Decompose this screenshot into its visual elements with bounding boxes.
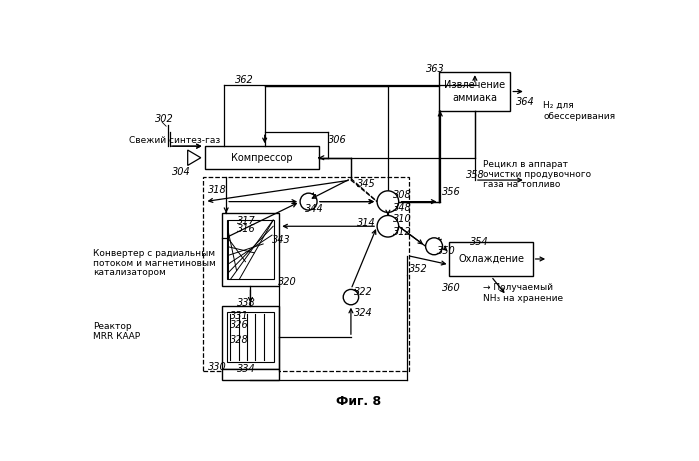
Bar xyxy=(227,220,274,279)
Text: газа на топливо: газа на топливо xyxy=(484,180,561,189)
Text: 324: 324 xyxy=(354,308,373,318)
Text: Конвертер с радиальным: Конвертер с радиальным xyxy=(93,249,215,259)
Text: 331: 331 xyxy=(230,311,249,320)
Text: 344: 344 xyxy=(305,204,324,214)
Text: Охлаждение: Охлаждение xyxy=(458,254,524,264)
Text: NH₃ на хранение: NH₃ на хранение xyxy=(484,294,563,303)
Text: 364: 364 xyxy=(517,96,535,106)
Text: 306: 306 xyxy=(328,135,347,145)
Text: 350: 350 xyxy=(437,246,456,256)
Bar xyxy=(222,213,280,286)
Text: 330: 330 xyxy=(208,362,227,372)
Text: 363: 363 xyxy=(426,64,445,74)
Text: 314: 314 xyxy=(357,218,376,228)
Text: 312: 312 xyxy=(394,227,412,237)
Circle shape xyxy=(343,290,359,305)
Bar xyxy=(205,146,319,169)
Text: потоком и магнетиновым: потоком и магнетиновым xyxy=(93,259,216,268)
Text: H₂ для: H₂ для xyxy=(543,101,574,110)
Bar xyxy=(222,306,280,369)
Bar xyxy=(449,242,533,276)
Text: 343: 343 xyxy=(273,235,291,245)
Text: 354: 354 xyxy=(470,236,489,247)
Text: 348: 348 xyxy=(394,203,412,213)
Text: 338: 338 xyxy=(237,298,256,308)
Text: 352: 352 xyxy=(410,264,428,274)
Text: 334: 334 xyxy=(237,365,256,374)
Text: 304: 304 xyxy=(171,167,190,177)
Text: Компрессор: Компрессор xyxy=(231,153,292,163)
Circle shape xyxy=(426,238,442,255)
Text: аммиака: аммиака xyxy=(452,93,498,103)
Text: катализатором: катализатором xyxy=(93,268,166,277)
Text: Свежий синтез-газ: Свежий синтез-газ xyxy=(129,136,220,144)
Text: Извлечение: Извлечение xyxy=(445,80,505,90)
Text: 360: 360 xyxy=(442,283,461,293)
Text: → Получаемый: → Получаемый xyxy=(484,284,554,292)
Text: Рецикл в аппарат: Рецикл в аппарат xyxy=(484,160,568,169)
Text: 356: 356 xyxy=(442,187,461,197)
Text: MRR КААР: MRR КААР xyxy=(93,332,140,341)
Text: 302: 302 xyxy=(154,114,173,124)
Text: 310: 310 xyxy=(394,214,412,225)
Text: 320: 320 xyxy=(278,278,296,288)
Text: Фиг. 8: Фиг. 8 xyxy=(336,396,381,408)
Text: Реактор: Реактор xyxy=(93,322,131,331)
Bar xyxy=(203,177,410,371)
Bar xyxy=(440,72,510,111)
Circle shape xyxy=(300,193,317,210)
Text: 308: 308 xyxy=(394,189,412,200)
Text: 318: 318 xyxy=(208,185,226,195)
Bar xyxy=(222,369,280,380)
Text: 345: 345 xyxy=(357,179,376,189)
Text: 328: 328 xyxy=(230,335,249,345)
Text: 317: 317 xyxy=(237,216,256,226)
Circle shape xyxy=(377,215,398,237)
Text: 322: 322 xyxy=(354,288,373,297)
Text: 358: 358 xyxy=(466,170,485,180)
Text: 326: 326 xyxy=(230,320,249,330)
Text: очистки продувочного: очистки продувочного xyxy=(484,170,591,179)
Circle shape xyxy=(377,191,398,213)
Bar xyxy=(227,313,274,362)
Text: обессеривания: обессеривания xyxy=(543,112,616,121)
Text: 316: 316 xyxy=(237,224,256,234)
Text: 362: 362 xyxy=(236,75,254,85)
